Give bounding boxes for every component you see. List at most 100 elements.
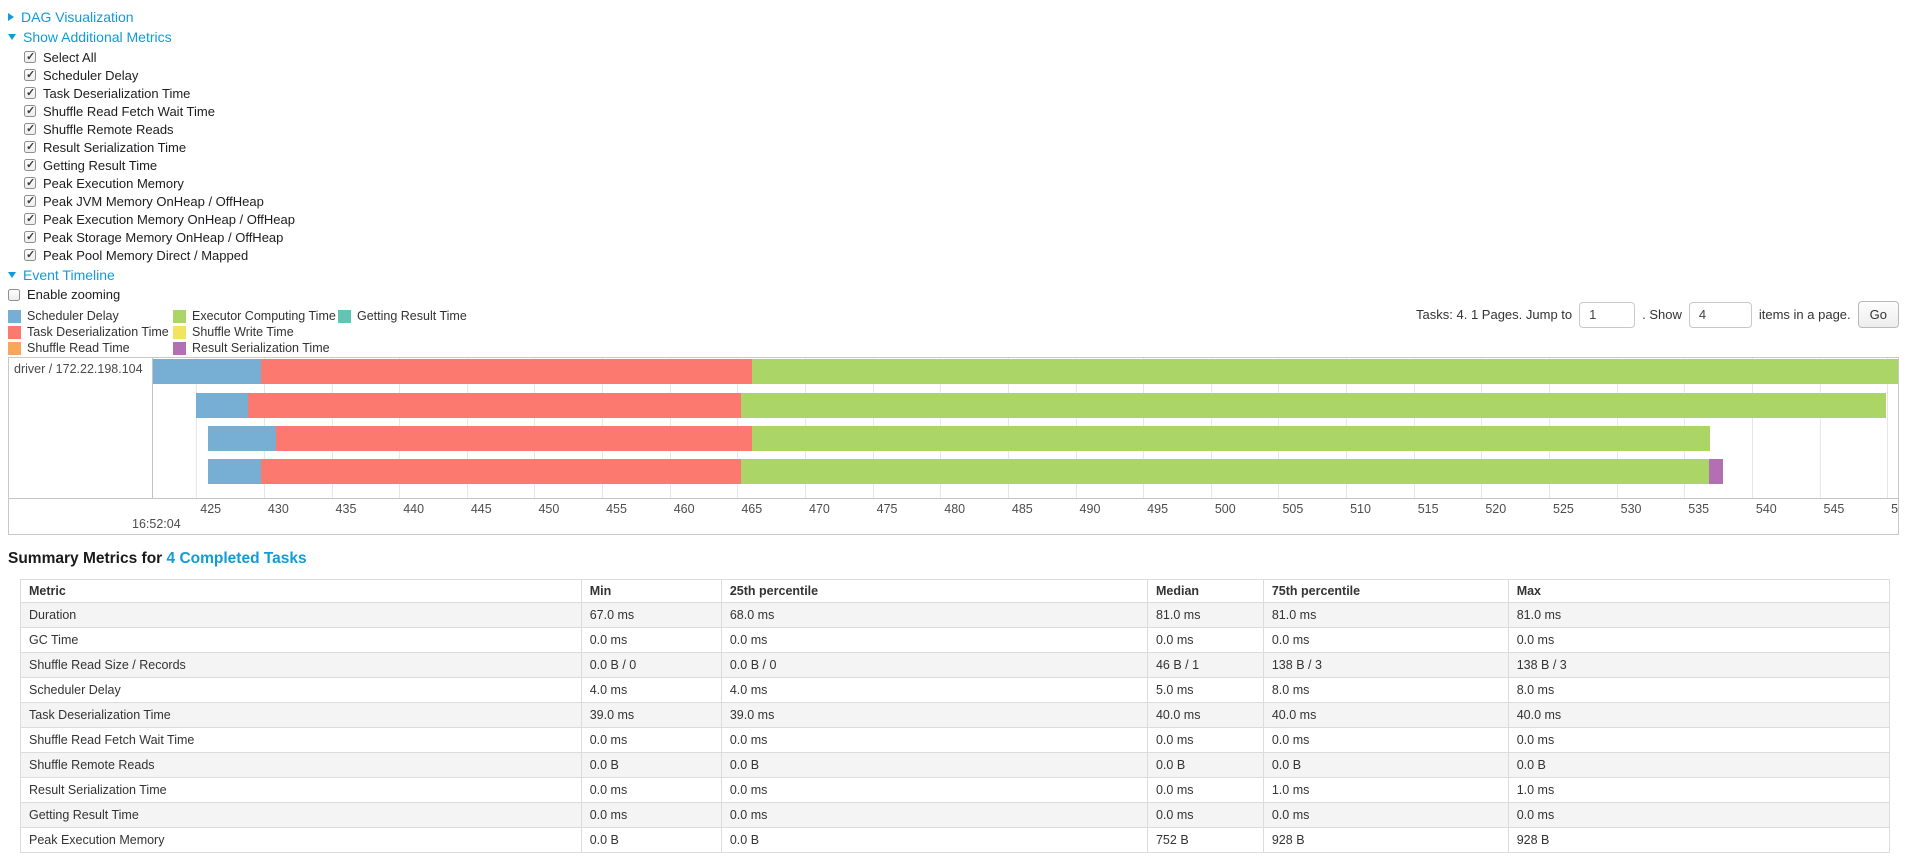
- metric-value-cell: 0.0 ms: [580, 802, 722, 828]
- table-row-gc-time: GC Time 0.0 ms 0.0 ms 0.0 ms 0.0 ms 0.0 ms: [20, 627, 1891, 653]
- checkbox-label: Peak Pool Memory Direct / Mapped: [43, 247, 249, 263]
- task-2-segment-task-deserialization[interactable]: [247, 393, 742, 418]
- checkbox-getting-result-time[interactable]: [24, 158, 36, 171]
- table-row-shuffle-read-fetch-wait-time: Shuffle Read Fetch Wait Time 0.0 ms 0.0 ms…: [20, 727, 1891, 753]
- timeline-tick-label: 480: [944, 502, 966, 516]
- metric-value-cell: 4.0 ms: [580, 677, 722, 703]
- metric-value-cell: 0.0 B: [1146, 752, 1264, 778]
- checkbox-shuffle-read-fetch-wait-time[interactable]: [24, 104, 36, 117]
- task-3-segment-executor-computing[interactable]: [752, 426, 1710, 451]
- metric-value-cell: 0.0 ms: [720, 627, 1148, 653]
- summary-metrics-title: Summary Metrics for 4 Completed Tasks: [8, 550, 1899, 568]
- completed-tasks-link[interactable]: 4 Completed Tasks: [166, 550, 307, 567]
- checkbox-peak-storage-memory-onheap-offheap[interactable]: [24, 230, 36, 243]
- metric-value-cell: 0.0 B: [1507, 752, 1891, 778]
- metric-value-cell: 0.0 ms: [1262, 802, 1509, 828]
- summary-table-body: Duration 67.0 ms 68.0 ms 81.0 ms 81.0 ms 81.0…: [20, 602, 1891, 853]
- legend-swatch-icon: [8, 326, 21, 339]
- timeline-tick-label: 475: [876, 502, 898, 516]
- metric-value-cell: 0.0 ms: [1146, 802, 1264, 828]
- task-1-segment-scheduler-delay[interactable]: [153, 359, 262, 384]
- checkbox-label: Peak Storage Memory OnHeap / OffHeap: [43, 229, 284, 245]
- enable-zooming-row: Enable zooming: [8, 286, 1899, 303]
- timeline-tick-label: 430: [267, 502, 289, 516]
- table-row-shuffle-remote-reads: Shuffle Remote Reads 0.0 B 0.0 B 0.0 B 0.0 B…: [20, 752, 1891, 778]
- metric-checkbox-row-shuffle-remote-reads: Shuffle Remote Reads: [24, 120, 1899, 138]
- table-row-duration: Duration 67.0 ms 68.0 ms 81.0 ms 81.0 ms 81.0…: [20, 602, 1891, 628]
- page-size-input[interactable]: [1688, 301, 1752, 328]
- show-additional-metrics-toggle[interactable]: Show Additional Metrics: [8, 28, 1899, 46]
- column-header-metric: Metric: [20, 579, 582, 603]
- timeline-tick-label: 455: [606, 502, 627, 516]
- task-4-segment-result-serialization[interactable]: [1708, 459, 1724, 484]
- timeline-tick-label: 540: [1755, 502, 1777, 516]
- metric-checkbox-row-shuffle-read-fetch-wait-time: Shuffle Read Fetch Wait Time: [24, 102, 1899, 120]
- timeline-tick-label: 425: [200, 502, 222, 516]
- timeline-major-time-label: 16:52:04: [132, 517, 181, 531]
- checkbox-peak-pool-memory-direct-mapped[interactable]: [24, 248, 36, 261]
- checkbox-task-deserialization-time[interactable]: [24, 86, 36, 99]
- metric-checkbox-row-task-deserialization-time: Task Deserialization Time: [24, 84, 1899, 102]
- metric-value-cell: 0.0 B: [720, 752, 1148, 778]
- task-1-segment-task-deserialization[interactable]: [261, 359, 753, 384]
- metric-value-cell: 928 B: [1507, 827, 1891, 853]
- checkbox-select-all[interactable]: [24, 50, 36, 63]
- timeline-tick-label: 525: [1553, 502, 1574, 516]
- timeline-tick-label: 485: [1011, 502, 1033, 516]
- task-pagination: Tasks: 4. 1 Pages. Jump to . Show items …: [1416, 301, 1899, 328]
- legend-label: Executor Computing Time: [192, 309, 336, 323]
- timeline-tick-label: 535: [1688, 502, 1710, 516]
- checkbox-peak-execution-memory[interactable]: [24, 176, 36, 189]
- metric-checkbox-row-peak-jvm-memory-onheap-offheap: Peak JVM Memory OnHeap / OffHeap: [24, 192, 1899, 210]
- checkbox-shuffle-remote-reads[interactable]: [24, 122, 36, 135]
- task-2-segment-executor-computing[interactable]: [741, 393, 1886, 418]
- checkbox-peak-execution-memory-onheap-offheap[interactable]: [24, 212, 36, 225]
- legend-column: Getting Result Time: [338, 309, 467, 357]
- metric-value-cell: 0.0 ms: [580, 777, 722, 803]
- task-2-segment-scheduler-delay[interactable]: [196, 393, 248, 418]
- timeline-tick-label: 505: [1282, 502, 1304, 516]
- legend-swatch-icon: [173, 342, 186, 355]
- metric-value-cell: 0.0 ms: [580, 727, 722, 753]
- timeline-tick-label: 440: [403, 502, 425, 516]
- legend-swatch-icon: [8, 342, 21, 355]
- metric-name-cell: Shuffle Read Fetch Wait Time: [20, 727, 582, 753]
- timeline-tick-label: 520: [1485, 502, 1507, 516]
- task-3-segment-task-deserialization[interactable]: [276, 426, 753, 451]
- timeline-tick-label: 500: [1214, 502, 1236, 516]
- metric-name-cell: Peak Execution Memory: [20, 827, 582, 853]
- task-1-segment-executor-computing[interactable]: [752, 359, 1898, 384]
- metric-checkbox-row-result-serialization-time: Result Serialization Time: [24, 138, 1899, 156]
- metric-value-cell: 81.0 ms: [1262, 602, 1509, 628]
- event-timeline-chart: driver / 172.22.198.104 425 430 435 440 445 4…: [8, 357, 1899, 535]
- checkbox-peak-jvm-memory-onheap-offheap[interactable]: [24, 194, 36, 207]
- timeline-tick-label: 545: [1823, 502, 1845, 516]
- dag-visualization-toggle[interactable]: DAG Visualization: [8, 8, 1899, 26]
- task-4-segment-task-deserialization[interactable]: [261, 459, 742, 484]
- event-timeline-label: Event Timeline: [23, 267, 115, 283]
- jump-to-page-input[interactable]: [1579, 301, 1636, 328]
- checkbox-label: Getting Result Time: [43, 157, 158, 173]
- task-4-segment-scheduler-delay[interactable]: [208, 459, 262, 484]
- legend-item-shuffle-write-time: Shuffle Write Time: [173, 325, 338, 341]
- metric-name-cell: Shuffle Read Size / Records: [20, 652, 582, 678]
- metric-value-cell: 0.0 B: [580, 827, 722, 853]
- metric-value-cell: 0.0 ms: [1507, 727, 1891, 753]
- column-header-median: Median: [1146, 579, 1264, 603]
- checkbox-scheduler-delay[interactable]: [24, 68, 36, 81]
- metric-value-cell: 1.0 ms: [1262, 777, 1509, 803]
- event-timeline-toggle[interactable]: Event Timeline: [8, 266, 1899, 284]
- go-button[interactable]: Go: [1857, 301, 1899, 328]
- task-3-segment-scheduler-delay[interactable]: [208, 426, 277, 451]
- legend-label: Getting Result Time: [357, 309, 467, 323]
- metric-value-cell: 1.0 ms: [1507, 777, 1891, 803]
- summary-title-prefix: Summary Metrics for: [8, 550, 163, 567]
- legend-item-getting-result-time: Getting Result Time: [338, 309, 467, 325]
- checkbox-result-serialization-time[interactable]: [24, 140, 36, 153]
- task-4-segment-executor-computing[interactable]: [741, 459, 1709, 484]
- checkbox-label: Result Serialization Time: [43, 139, 187, 155]
- enable-zooming-checkbox[interactable]: [8, 288, 20, 301]
- metric-value-cell: 67.0 ms: [580, 602, 722, 628]
- timeline-tick-label: 465: [741, 502, 763, 516]
- legend-label: Result Serialization Time: [192, 341, 330, 355]
